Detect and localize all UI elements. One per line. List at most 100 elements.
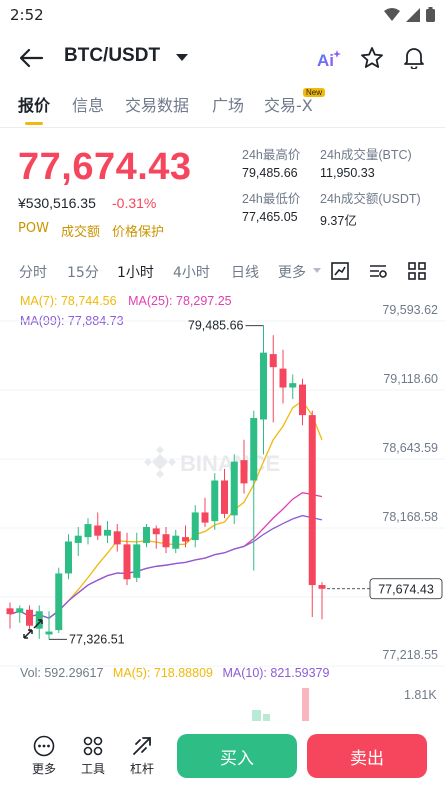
stat-label: 24h最低价 (242, 192, 301, 206)
buy-button[interactable]: 买入 (177, 734, 297, 778)
candle-up (191, 512, 199, 541)
last-price-tag-label: 77,674.43 (378, 582, 434, 596)
candle-up (84, 524, 92, 538)
candle-up (133, 544, 141, 578)
status-time: 2:52 (10, 6, 44, 24)
price-tags: POW 成交额 价格保护 (18, 221, 164, 240)
svg-text:Ai: Ai (317, 51, 334, 70)
indicator-settings-icon[interactable] (368, 261, 388, 281)
grid-layout-icon[interactable] (407, 261, 427, 281)
interval-more[interactable]: 更多 (278, 265, 306, 281)
tag-turnover[interactable]: 成交额 (60, 225, 100, 240)
candle-up (250, 418, 258, 481)
candle-up (260, 352, 267, 420)
tools-label: 工具 (80, 762, 105, 776)
battery-icon (426, 7, 435, 22)
more-button[interactable]: 更多 (24, 735, 64, 777)
ma7-label: MA(7): 78,744.56 (20, 294, 117, 308)
chevron-down-icon[interactable] (313, 268, 321, 273)
price-axis-label: 77,218.55 (382, 648, 438, 662)
ma-legend-row1: MA(7): 78,744.56 MA(25): 78,297.25 (20, 294, 232, 308)
interval-daily[interactable]: 日线 (231, 265, 259, 281)
candle-up (55, 573, 63, 631)
tag-pow[interactable]: POW (18, 221, 49, 236)
price-axis-label: 78,643.59 (382, 441, 438, 455)
candle-down (269, 354, 277, 368)
interval-time-share[interactable]: 分时 (19, 265, 47, 281)
price-change: -0.31% (112, 195, 157, 211)
tag-price-protection[interactable]: 价格保护 (111, 225, 164, 240)
stat-label: 24h成交额(USDT) (320, 192, 421, 206)
sell-button[interactable]: 卖出 (307, 734, 427, 778)
candle-down (162, 534, 170, 548)
tools-grid-icon[interactable] (82, 735, 104, 757)
more-label: 更多 (31, 762, 56, 776)
candle-up (45, 631, 53, 635)
candle-up (289, 383, 297, 388)
signal-icon (406, 7, 420, 22)
volume-legend: Vol: 592.29617 MA(5): 718.88809 MA(10): … (20, 666, 329, 680)
volume-label: Vol: 592.29617 (20, 666, 104, 680)
tab-trading-data[interactable]: 交易数据 (125, 96, 190, 115)
leverage-icon[interactable] (131, 735, 153, 757)
candle-down (6, 608, 14, 615)
price-axis-label: 79,593.62 (382, 303, 438, 317)
expand-chart-button[interactable] (23, 619, 43, 639)
interval-bar: 分时 15分 1小时 4小时 日线 更多 (0, 258, 445, 286)
binance-logo-icon (144, 446, 176, 478)
price-axis-label: 79,118.60 (383, 372, 438, 386)
stat-value: 79,485.66 (242, 166, 298, 180)
candle-up (211, 480, 219, 522)
stat-24h-volume-btc: 24h成交量(BTC) 11,950.33 (320, 144, 412, 180)
stat-value: 77,465.05 (242, 210, 298, 224)
ai-assistant-icon[interactable]: Ai (316, 48, 342, 70)
expand-icon[interactable] (23, 629, 33, 639)
star-icon[interactable] (360, 46, 384, 70)
watermark: BINANCE (144, 446, 280, 478)
candle-up (65, 541, 72, 574)
stat-24h-volume-usdt: 24h成交额(USDT) 9.37亿 (320, 188, 421, 229)
depth-chart-icon[interactable] (330, 261, 350, 281)
low-marker-label: 77,326.51 (69, 632, 125, 646)
bell-icon[interactable] (402, 45, 426, 69)
chevron-down-icon[interactable] (176, 54, 188, 61)
pair-title[interactable]: BTC/USDT (64, 45, 161, 66)
volume-bar-down (302, 688, 309, 721)
candlestick-chart[interactable]: BINANCE 79,593.62 79,118.60 78,643.59 78,16… (0, 288, 445, 721)
header: BTC/USDT Ai (0, 38, 445, 78)
candle-down (318, 585, 326, 589)
high-marker-label: 79,485.66 (188, 319, 244, 333)
last-price-tag (369, 578, 443, 600)
candle-up (230, 461, 238, 516)
candle-down (240, 460, 248, 484)
stat-value: 11,950.33 (320, 166, 375, 180)
status-icons (384, 7, 435, 22)
more-dots-icon[interactable] (33, 735, 55, 757)
leverage-button[interactable]: 杠杆 (122, 735, 162, 777)
candle-down (308, 415, 316, 586)
last-price: 77,674.43 (18, 146, 192, 188)
volume-ma10-label: MA(10): 821.59379 (222, 666, 330, 680)
tab-trade-x[interactable]: 交易-X (264, 96, 313, 115)
interval-15m[interactable]: 15分 (67, 265, 99, 281)
active-tab-indicator (25, 122, 43, 125)
tab-bar: 报价 信息 交易数据 广场 交易-X New (0, 88, 445, 128)
candle-down (182, 537, 189, 542)
leverage-label: 杠杆 (129, 762, 154, 776)
price-cny: ¥530,516.35 (18, 195, 96, 211)
candle-down (279, 368, 287, 388)
tools-button[interactable]: 工具 (73, 735, 113, 777)
tab-square[interactable]: 广场 (212, 96, 245, 115)
price-annotations: 79,485.66 77,326.51 77,674.43 (49, 319, 443, 646)
tab-quotes[interactable]: 报价 (18, 96, 51, 115)
tab-info[interactable]: 信息 (72, 96, 105, 115)
back-arrow-icon[interactable] (18, 46, 44, 70)
candle-up (143, 526, 150, 543)
status-bar: 2:52 (0, 0, 445, 30)
interval-4h[interactable]: 4小时 (173, 265, 210, 281)
candle-down (94, 525, 102, 536)
price-axis-label: 78,168.58 (382, 510, 438, 524)
interval-1h[interactable]: 1小时 (117, 265, 154, 281)
candle-down (123, 544, 131, 580)
kline-chart[interactable]: MA(7): 78,744.56 MA(25): 78,297.25 MA(99… (0, 288, 445, 721)
